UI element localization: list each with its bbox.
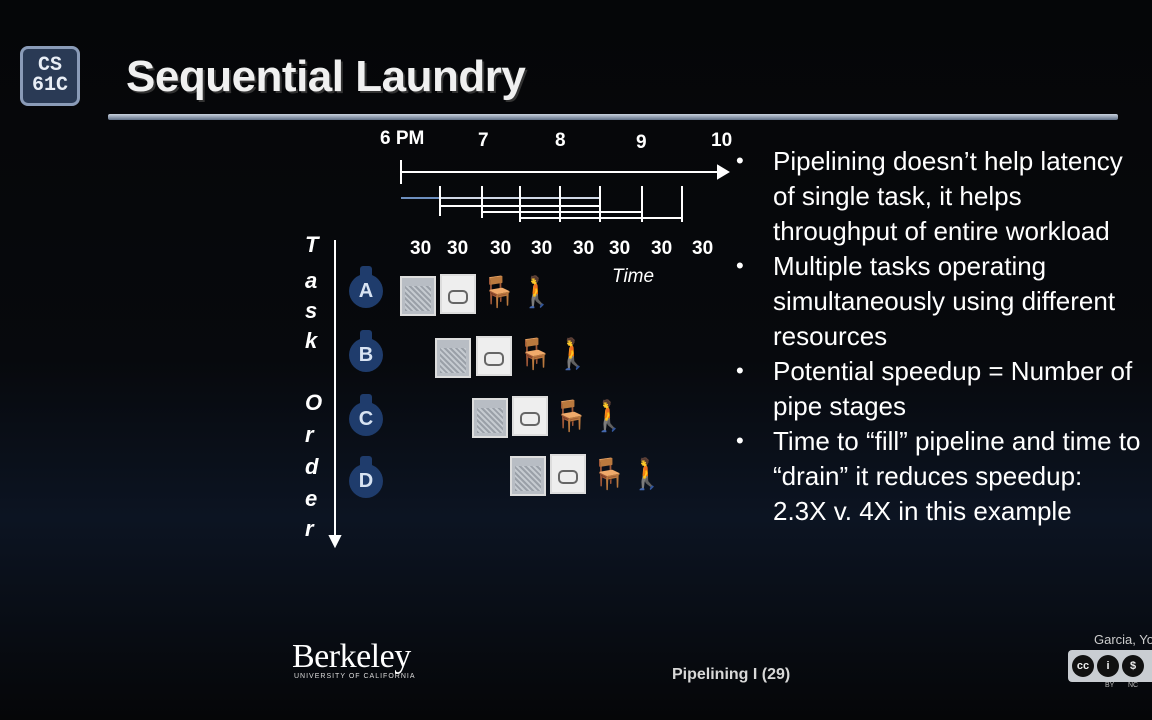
order-letter-r1: r [305,422,314,447]
title-divider [108,114,1118,120]
washer-icon-a [400,276,436,316]
bullet-list: Pipelining doesn’t help latency of singl… [732,143,1142,529]
duration-label-2: 30 [447,238,469,259]
timeline-svg [328,164,730,549]
laundry-bag-icon-a: A [349,266,383,308]
dryer-icon-d [550,454,586,494]
noncommercial-icon: $ [1122,655,1144,677]
logo-line1: CS [37,54,62,77]
task-order-arrowhead [328,535,342,549]
washer-icon-c [472,398,508,438]
walker-icon-a: 🚶 [518,276,556,309]
slide-title: Sequential Laundry [126,52,526,101]
dryer-icon-a [440,274,476,314]
bullet-item: Pipelining doesn’t help latency of singl… [732,143,1142,249]
cs61c-logo: CS 61C [14,40,86,112]
washer-icon-b [435,338,471,378]
folder-icon-c: 🪑 [552,400,590,433]
attribution-icon: i [1097,655,1119,677]
hour-label-10: 10 [711,130,733,151]
folder-icon-d: 🪑 [590,458,628,491]
order-letter-d: d [305,454,319,479]
bullet-item: Time to “fill” pipeline and time to “dra… [732,423,1142,529]
time-axis-arrowhead [717,164,730,180]
hour-label-7: 7 [478,130,489,151]
cc-license-badge: cc i $ [1068,650,1152,682]
order-letter-O: O [305,390,323,415]
dryer-icon-b [476,336,512,376]
cc-icon: cc [1072,655,1094,677]
page-footer: Pipelining I (29) [672,666,791,683]
duration-label-3: 30 [490,238,512,259]
laundry-bag-icon-c: C [349,394,383,436]
hour-label-8: 8 [555,130,566,151]
order-letter-e: e [305,486,318,511]
dryer-icon-c [512,396,548,436]
bullet-item: Potential speedup = Number of pipe stage… [732,353,1142,424]
duration-label-5: 30 [573,238,595,259]
logo-chip: CS 61C [20,46,80,106]
duration-label-4: 30 [531,238,553,259]
berkeley-subtitle: UNIVERSITY OF CALIFORNIA [294,673,416,680]
laundry-diagram: 6 PM 7 8 9 10 30 30 30 30 30 3 [305,128,733,549]
hour-label-9: 9 [636,132,647,153]
order-letter-s: s [305,298,318,323]
folder-icon-b: 🪑 [516,338,554,371]
author-credit: Garcia, Yo [1094,632,1152,647]
laundry-bag-icon-d: D [349,456,383,498]
duration-label-6: 30 [609,238,631,259]
order-letter-T: T [305,232,319,257]
cc-label-by: BY [1105,682,1115,689]
time-axis-label: Time [612,266,655,287]
laundry-bag-icon-b: B [349,330,383,372]
duration-label-8: 30 [692,238,714,259]
washer-icon-d [510,456,546,496]
berkeley-logo: Berkeley [292,638,411,675]
walker-icon-d: 🚶 [628,458,666,491]
hour-label-6pm: 6 PM [380,128,425,149]
logo-line2: 61C [31,74,68,97]
duration-label-1: 30 [410,238,432,259]
cc-label-nc: NC [1128,682,1139,689]
order-letter-r2: r [305,516,314,541]
order-letter-k: k [305,328,318,353]
duration-label-7: 30 [651,238,673,259]
folder-icon-a: 🪑 [480,276,518,309]
bullet-item: Multiple tasks operating simultaneously … [732,248,1142,354]
walker-icon-c: 🚶 [590,400,628,433]
walker-icon-b: 🚶 [554,338,592,371]
order-letter-a: a [305,268,318,293]
